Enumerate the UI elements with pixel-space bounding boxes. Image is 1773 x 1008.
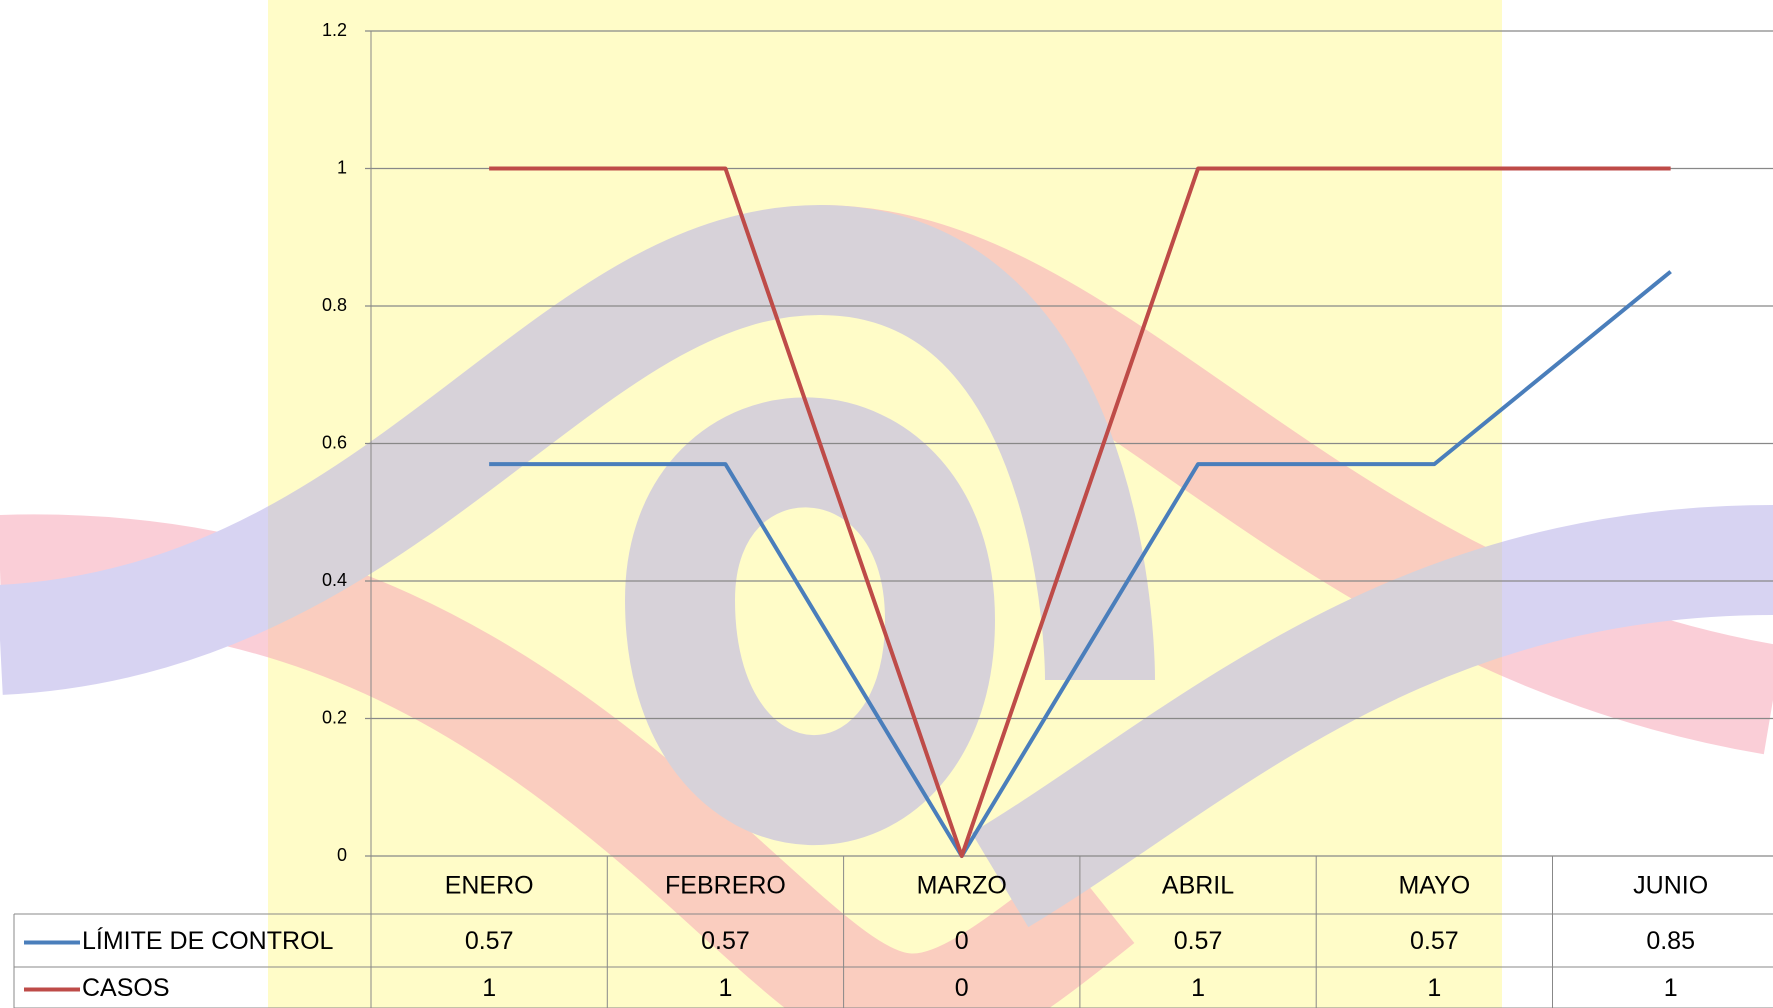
y-tick-label: 0.2: [322, 707, 347, 727]
y-tick-label: 0.6: [322, 432, 347, 452]
category-label: FEBRERO: [665, 872, 786, 900]
category-label: MAYO: [1398, 872, 1470, 900]
chart: 0 0.2 0.4 0.6 0.8 1 1.2 ENERO FEBRERO MARZO ABRIL M…: [0, 0, 1773, 1008]
table-value: 0.85: [1646, 927, 1695, 955]
category-label: ABRIL: [1162, 872, 1234, 900]
category-label: MARZO: [917, 872, 1007, 900]
y-tick-label: 0.4: [322, 570, 347, 590]
y-tick-label: 1.2: [322, 20, 347, 40]
legend-label: LÍMITE DE CONTROL: [82, 926, 334, 955]
table-value: 0: [955, 927, 969, 955]
table-value: 1: [1664, 974, 1678, 1002]
table-value: 1: [1427, 974, 1441, 1002]
y-tick-label: 0: [337, 845, 347, 865]
table-value: 0.57: [1410, 927, 1459, 955]
table-value: 1: [1191, 974, 1205, 1002]
table-value: 0.57: [1174, 927, 1223, 955]
category-label: ENERO: [445, 872, 534, 900]
table-value: 0.57: [465, 927, 514, 955]
table-value: 1: [482, 974, 496, 1002]
table-value: 1: [718, 974, 732, 1002]
y-tick-label: 0.8: [322, 295, 347, 315]
table-value: 0: [955, 974, 969, 1002]
legend-label: CASOS: [82, 974, 170, 1002]
y-tick-label: 1: [337, 157, 347, 177]
page: {"chart_data": {"type": "line", "categor…: [0, 0, 1773, 1008]
category-label: JUNIO: [1633, 872, 1708, 900]
table-value: 0.57: [701, 927, 750, 955]
